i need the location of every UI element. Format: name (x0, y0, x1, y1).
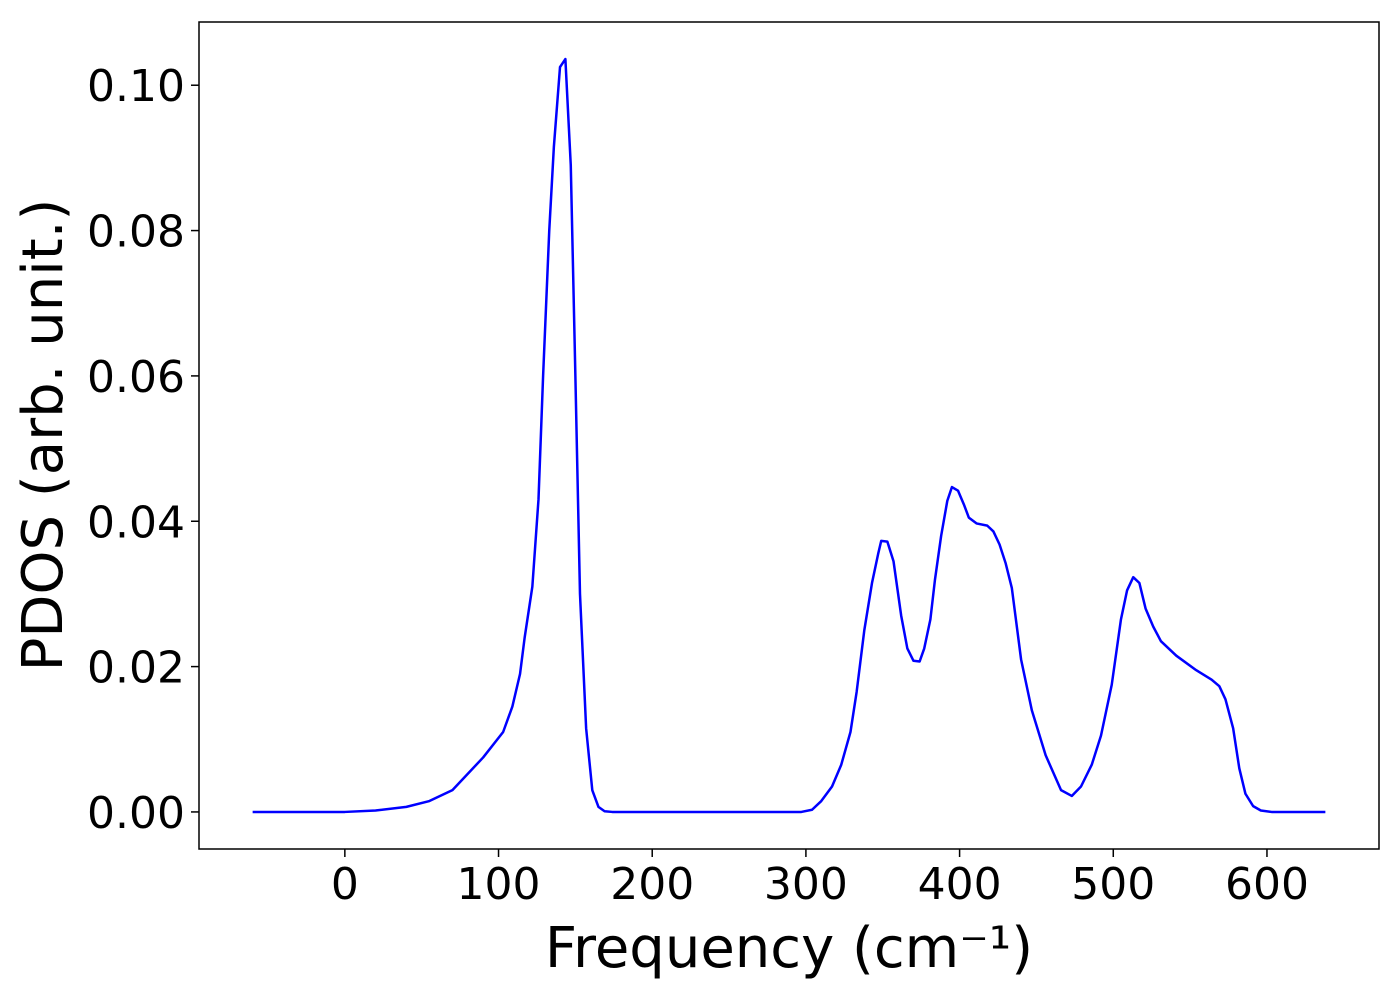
y-tick-label: 0.04 (87, 497, 185, 548)
y-tick-label: 0.10 (87, 61, 185, 112)
x-tick-label: 400 (918, 859, 1002, 910)
y-tick-label: 0.02 (87, 643, 185, 694)
x-tick-label: 100 (457, 859, 541, 910)
y-axis-label: PDOS (arb. unit.) (11, 199, 76, 672)
x-tick-label: 300 (764, 859, 848, 910)
x-tick-label: 600 (1225, 859, 1309, 910)
y-tick-label: 0.08 (87, 207, 185, 258)
y-tick-label: 0.06 (87, 352, 185, 403)
plot-frame (198, 21, 1380, 850)
y-tick-label: 0.00 (87, 788, 185, 839)
x-tick-label: 0 (331, 859, 359, 910)
line-series (252, 57, 1326, 814)
x-tick-label: 500 (1071, 859, 1155, 910)
x-tick-label: 200 (610, 859, 694, 910)
x-axis-label: Frequency (cm⁻¹) (545, 916, 1033, 981)
